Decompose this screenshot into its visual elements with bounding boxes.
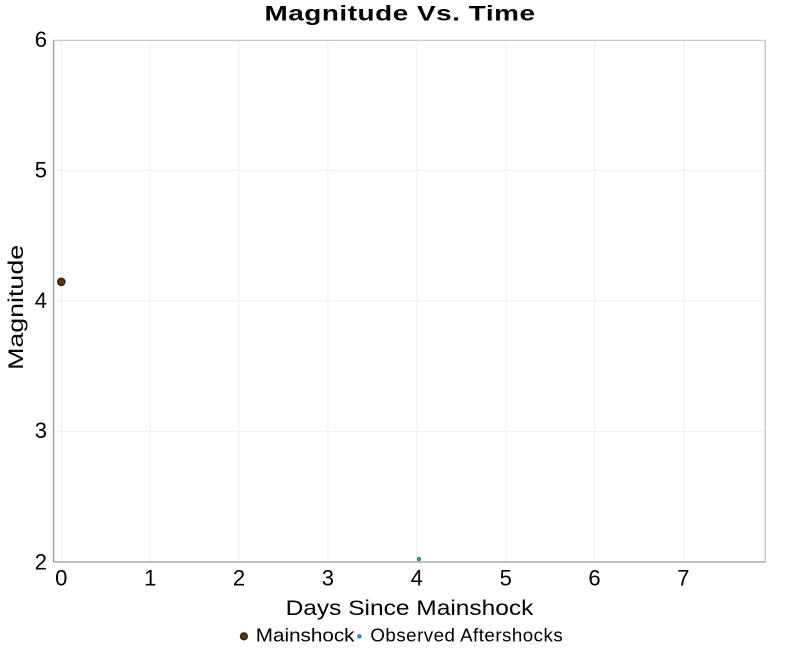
svg-text:2: 2	[35, 549, 47, 574]
svg-text:5: 5	[35, 157, 47, 182]
svg-text:0: 0	[55, 566, 67, 591]
svg-text:Magnitude Vs. Time: Magnitude Vs. Time	[264, 3, 535, 26]
svg-text:Days Since Mainshock: Days Since Mainshock	[286, 595, 534, 619]
svg-text:Observed Aftershocks: Observed Aftershocks	[370, 625, 563, 646]
svg-text:3: 3	[35, 418, 47, 443]
svg-text:Mainshock: Mainshock	[256, 625, 355, 646]
svg-text:7: 7	[677, 566, 689, 591]
svg-text:1: 1	[144, 566, 156, 591]
svg-text:4: 4	[35, 288, 47, 313]
svg-text:Magnitude: Magnitude	[4, 245, 28, 370]
svg-text:3: 3	[322, 566, 334, 591]
svg-text:2: 2	[233, 566, 245, 591]
svg-text:6: 6	[588, 566, 600, 591]
svg-text:5: 5	[500, 566, 512, 591]
svg-text:4: 4	[411, 566, 423, 591]
svg-text:6: 6	[35, 27, 47, 52]
